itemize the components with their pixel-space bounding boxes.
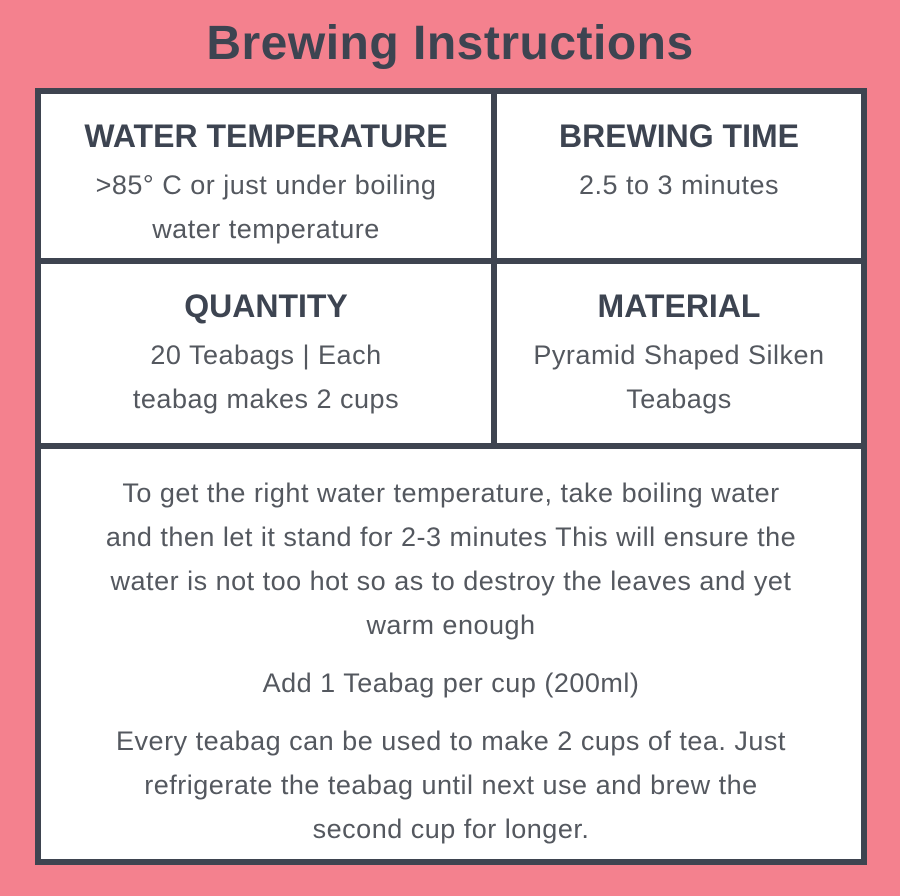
material-value: Pyramid Shaped Silken Teabags — [533, 340, 825, 414]
quantity-heading: QUANTITY — [184, 288, 348, 324]
cell-brewing-time: BREWING TIME 2.5 to 3 minutes — [497, 94, 861, 264]
water-temperature-heading: WATER TEMPERATURE — [84, 118, 448, 154]
cell-quantity: QUANTITY 20 Teabags | Each teabag makes … — [41, 264, 497, 449]
info-panel: WATER TEMPERATURE >85° C or just under b… — [35, 88, 867, 865]
water-temperature-value: >85° C or just under boiling water tempe… — [95, 170, 437, 244]
cell-water-temperature: WATER TEMPERATURE >85° C or just under b… — [41, 94, 497, 264]
brewing-time-value: 2.5 to 3 minutes — [578, 170, 780, 200]
material-heading: MATERIAL — [597, 288, 761, 324]
brewing-time-heading: BREWING TIME — [559, 118, 799, 154]
page-title: Brewing Instructions — [206, 17, 694, 70]
notes-panel: To get the right water temperature, take… — [41, 449, 861, 865]
note-reuse-teabag: Every teabag can be used to make 2 cups … — [116, 726, 786, 844]
note-teabag-per-cup: Add 1 Teabag per cup (200ml) — [262, 668, 640, 698]
note-water-temperature-tip: To get the right water temperature, take… — [105, 478, 797, 640]
quantity-value: 20 Teabags | Each teabag makes 2 cups — [132, 340, 400, 414]
cell-material: MATERIAL Pyramid Shaped Silken Teabags — [497, 264, 861, 449]
